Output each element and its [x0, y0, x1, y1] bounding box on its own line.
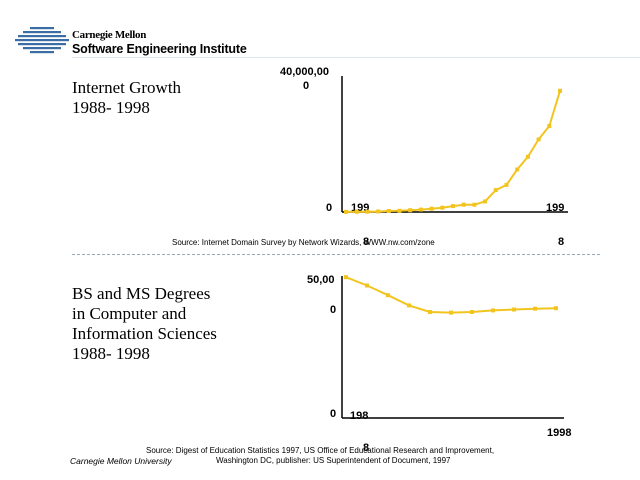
chart1-point-9 — [440, 205, 445, 210]
chart2-point-6 — [470, 310, 474, 314]
chart2-xend-label: 1998 — [547, 427, 572, 439]
chart1-ymax-label-1: 40,000,00 — [280, 66, 329, 78]
chart1-source: Source: Internet Domain Survey by Networ… — [172, 238, 435, 247]
chart1-point-3 — [376, 209, 381, 214]
chart1-ymax-label-2: 0 — [303, 80, 310, 92]
chart2-title-line3: Information Sciences — [72, 324, 217, 343]
chart1-point-5 — [397, 208, 402, 213]
chart2-point-9 — [533, 306, 537, 311]
sei-logo-icon — [15, 27, 69, 54]
chart1-point-16 — [515, 167, 520, 172]
chart2-point-7 — [491, 308, 495, 313]
chart2-ymin-label: 0 — [330, 408, 337, 420]
chart1-point-13 — [483, 199, 488, 204]
chart2-point-5 — [449, 310, 453, 315]
chart1-point-10 — [451, 204, 455, 209]
section-divider — [72, 254, 600, 255]
header-rule — [72, 57, 640, 58]
chart2-title: BS and MS Degrees in Computer and Inform… — [72, 284, 217, 364]
footer-org: Carnegie Mellon University — [70, 456, 172, 466]
org-line2: Software Engineering Institute — [72, 42, 247, 56]
chart1-ymin-label: 0 — [326, 202, 333, 214]
chart1-title-line2: 1988- 1998 — [72, 98, 150, 117]
chart2-ymax-label-1: 50,00 — [307, 274, 335, 286]
chart1-point-8 — [429, 206, 434, 211]
chart2-point-2 — [386, 293, 390, 298]
chart2-xstart-label: 198 — [350, 410, 369, 422]
chart1-xend-label: 199 — [546, 202, 565, 214]
chart2-point-0 — [344, 275, 348, 280]
chart2-point-1 — [365, 283, 369, 288]
chart2-source-line1: Source: Digest of Education Statistics 1… — [146, 446, 495, 455]
chart1-xstart-label-overlap: 8 — [363, 236, 370, 248]
chart1-point-17 — [525, 154, 530, 159]
chart1-point-6 — [408, 208, 413, 213]
chart1-point-19 — [547, 124, 552, 128]
chart1-point-14 — [493, 188, 498, 193]
chart1-point-4 — [386, 209, 391, 213]
chart2-series-line — [345, 276, 557, 314]
chart2-title-line4: 1988- 1998 — [72, 344, 150, 363]
chart1-point-11 — [461, 202, 466, 207]
chart2-title-line2: in Computer and — [72, 304, 187, 323]
chart1-series-line — [345, 90, 561, 213]
chart2-point-10 — [554, 306, 558, 311]
chart2-point-4 — [428, 310, 432, 314]
chart1-point-7 — [418, 207, 423, 212]
chart1-xstart-label: 199 — [351, 202, 370, 214]
chart1-point-15 — [504, 182, 509, 187]
chart2-point-8 — [512, 307, 516, 312]
chart1-point-20 — [558, 88, 562, 93]
chart1-point-12 — [472, 202, 477, 207]
org-line1: Carnegie Mellon — [72, 29, 147, 41]
chart2-point-3 — [407, 303, 411, 308]
chart2-xstart-label-overlap: 8 — [363, 442, 370, 454]
chart1-xend-label-2: 8 — [558, 236, 565, 248]
sei-logo — [14, 26, 70, 56]
chart1-point-18 — [536, 137, 541, 142]
chart1-title-line1: Internet Growth — [72, 78, 182, 97]
chart2-ymax-label-2: 0 — [330, 304, 337, 316]
chart1-title: Internet Growth 1988- 1998 — [72, 78, 181, 118]
chart1-point-0 — [344, 209, 348, 214]
chart2-title-line1: BS and MS Degrees — [72, 284, 211, 303]
chart2-source-line2: Washington DC, publisher: US Superintend… — [216, 456, 451, 465]
